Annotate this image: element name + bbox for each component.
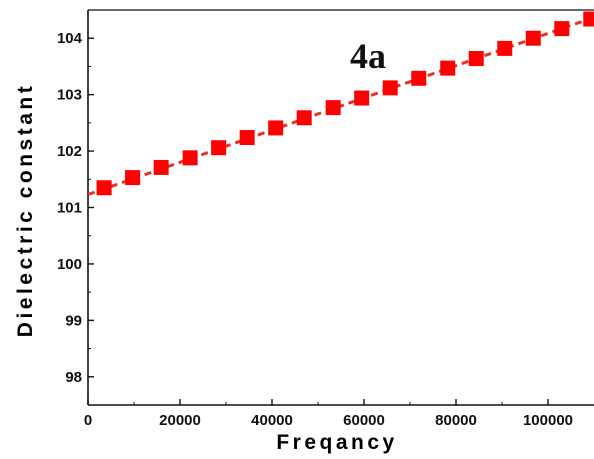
data-point xyxy=(411,70,427,86)
x-tick-label: 100000 xyxy=(523,412,573,429)
data-series xyxy=(87,11,594,196)
y-tick-label: 103 xyxy=(57,87,82,104)
data-point xyxy=(497,40,513,56)
data-point xyxy=(325,100,341,116)
x-tick-label: 40000 xyxy=(251,412,293,429)
figure-annotation: 4a xyxy=(350,36,386,76)
data-point xyxy=(354,90,370,106)
y-tick-label: 104 xyxy=(57,30,83,47)
x-tick-label: 0 xyxy=(84,412,92,429)
x-axis-ticks: 0 20000 40000 60000 80000 100000 xyxy=(84,399,573,429)
y-tick-label: 100 xyxy=(57,256,82,273)
data-point xyxy=(182,150,198,166)
data-point xyxy=(468,51,484,67)
data-point xyxy=(554,21,570,37)
data-point xyxy=(525,30,541,46)
data-point xyxy=(211,140,227,156)
data-point xyxy=(296,110,312,126)
y-tick-label: 99 xyxy=(65,312,82,329)
plot-frame xyxy=(87,9,594,406)
data-point xyxy=(268,120,284,136)
data-point xyxy=(382,80,398,96)
y-tick-label: 98 xyxy=(65,369,82,386)
data-point xyxy=(440,60,456,76)
data-point xyxy=(125,170,141,186)
data-point xyxy=(583,11,594,27)
x-tick-label: 20000 xyxy=(159,412,201,429)
data-point xyxy=(96,180,112,196)
data-point xyxy=(153,159,169,175)
data-point xyxy=(239,130,255,146)
y-tick-label: 102 xyxy=(57,143,82,160)
y-axis-title: Dielectric constant xyxy=(14,83,37,337)
y-axis-ticks: 98 99 100 101 102 103 104 xyxy=(57,9,94,406)
x-tick-label: 60000 xyxy=(343,412,385,429)
x-tick-label: 80000 xyxy=(435,412,477,429)
y-tick-label: 101 xyxy=(57,200,82,217)
x-axis-title: Freqancy xyxy=(276,431,397,454)
